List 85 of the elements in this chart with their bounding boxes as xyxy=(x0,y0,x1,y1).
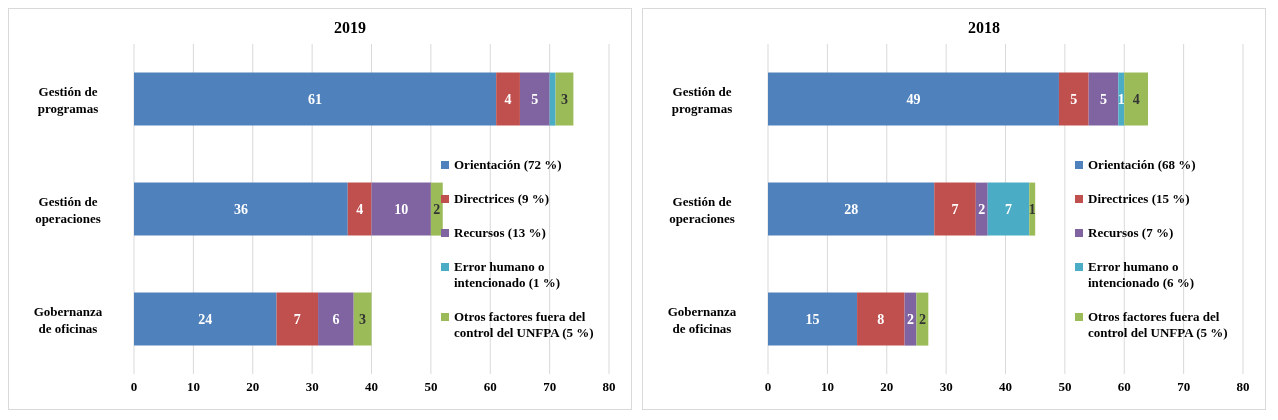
x-tick-label: 70 xyxy=(543,379,557,395)
bar xyxy=(987,182,1030,236)
data-label: 7 xyxy=(951,202,959,218)
x-tick-label: 30 xyxy=(939,379,953,395)
data-label: 5 xyxy=(1070,92,1078,108)
chart-title: 2019 xyxy=(333,19,367,37)
data-label: 28 xyxy=(844,202,859,218)
data-label: 24 xyxy=(198,312,213,328)
x-tick-label: 20 xyxy=(880,379,894,395)
legend-label: Directrices (15 %) xyxy=(1088,191,1190,207)
bar xyxy=(1124,72,1148,126)
bar xyxy=(857,292,905,346)
bar xyxy=(347,182,372,236)
data-label: 1 xyxy=(1117,92,1125,108)
y-tick-label: Gestión de programas xyxy=(37,84,99,116)
data-label: 4 xyxy=(356,202,364,218)
bar xyxy=(768,292,858,346)
x-tick-label: 40 xyxy=(365,379,378,395)
x-tick-label: 10 xyxy=(186,379,200,395)
bar xyxy=(934,182,976,236)
bar xyxy=(768,72,1059,126)
bar xyxy=(1058,72,1089,126)
y-tick-label: Gestión de operaciones xyxy=(35,194,101,226)
data-label: 3 xyxy=(359,312,367,328)
x-tick-label: 50 xyxy=(424,379,438,395)
data-label: 8 xyxy=(877,312,885,328)
y-tick-label: Gestión de operaciones xyxy=(669,194,735,226)
data-label: 7 xyxy=(1004,202,1012,218)
bar xyxy=(134,292,277,346)
data-label: 3 xyxy=(560,92,568,108)
legend-label: Error humano o intencionado (1 %) xyxy=(454,259,562,291)
data-label: 4 xyxy=(1132,92,1140,108)
x-tick-label: 60 xyxy=(483,379,497,395)
bar xyxy=(353,292,372,346)
x-tick-label: 40 xyxy=(999,379,1012,395)
data-label: 2 xyxy=(907,312,914,328)
data-label: 5 xyxy=(531,92,539,108)
x-tick-label: 70 xyxy=(1177,379,1191,395)
data-label: 15 xyxy=(805,312,820,328)
bar xyxy=(134,182,348,236)
legend-label: Orientación (68 %) xyxy=(1088,157,1196,173)
x-tick-label: 50 xyxy=(1058,379,1072,395)
bar xyxy=(916,292,929,346)
bar xyxy=(975,182,988,236)
bar xyxy=(496,72,520,126)
x-tick-label: 0 xyxy=(764,379,772,395)
data-label: 36 xyxy=(233,202,248,218)
data-label: 61 xyxy=(308,92,323,108)
data-label: 49 xyxy=(906,92,921,108)
bar xyxy=(1088,72,1119,126)
data-label: 7 xyxy=(293,312,301,328)
bar xyxy=(549,72,556,126)
legend-label: Otros factores fuera del control del UNFPA (5 %) xyxy=(454,309,595,341)
legend-label: Error humano o intencionado (6 %) xyxy=(1088,259,1196,291)
y-tick-label: Gobernanza de oficinas xyxy=(33,304,103,336)
legend-label: Recursos (13 %) xyxy=(454,225,546,241)
legend-label: Orientación (72 %) xyxy=(454,157,562,173)
legend-label: Otros factores fuera del control del UNFPA (5 %) xyxy=(1088,309,1229,341)
data-label: 2 xyxy=(918,312,926,328)
x-tick-label: 80 xyxy=(1236,379,1250,395)
x-tick-label: 30 xyxy=(305,379,319,395)
bar xyxy=(318,292,354,346)
data-label: 6 xyxy=(332,312,340,328)
x-tick-label: 80 xyxy=(602,379,616,395)
bar xyxy=(768,182,935,236)
x-tick-label: 60 xyxy=(1117,379,1131,395)
x-tick-label: 0 xyxy=(130,379,138,395)
legend-label: Recursos (7 %) xyxy=(1088,225,1174,241)
data-label: 10 xyxy=(394,202,409,218)
y-tick-label: Gobernanza de oficinas xyxy=(667,304,737,336)
bar xyxy=(371,182,431,236)
legend-label: Directrices (9 %) xyxy=(454,191,550,207)
bar xyxy=(555,72,574,126)
y-tick-label: Gestión de programas xyxy=(671,84,733,116)
bar xyxy=(276,292,319,346)
data-label: 2 xyxy=(433,202,441,218)
data-label: 5 xyxy=(1099,92,1107,108)
data-label: 4 xyxy=(504,92,512,108)
chart-title: 2018 xyxy=(967,19,1001,37)
bar xyxy=(519,72,550,126)
data-label: 1 xyxy=(1028,202,1036,218)
x-tick-label: 20 xyxy=(246,379,260,395)
bar xyxy=(134,72,497,126)
data-label: 2 xyxy=(978,202,986,218)
x-tick-label: 10 xyxy=(820,379,834,395)
